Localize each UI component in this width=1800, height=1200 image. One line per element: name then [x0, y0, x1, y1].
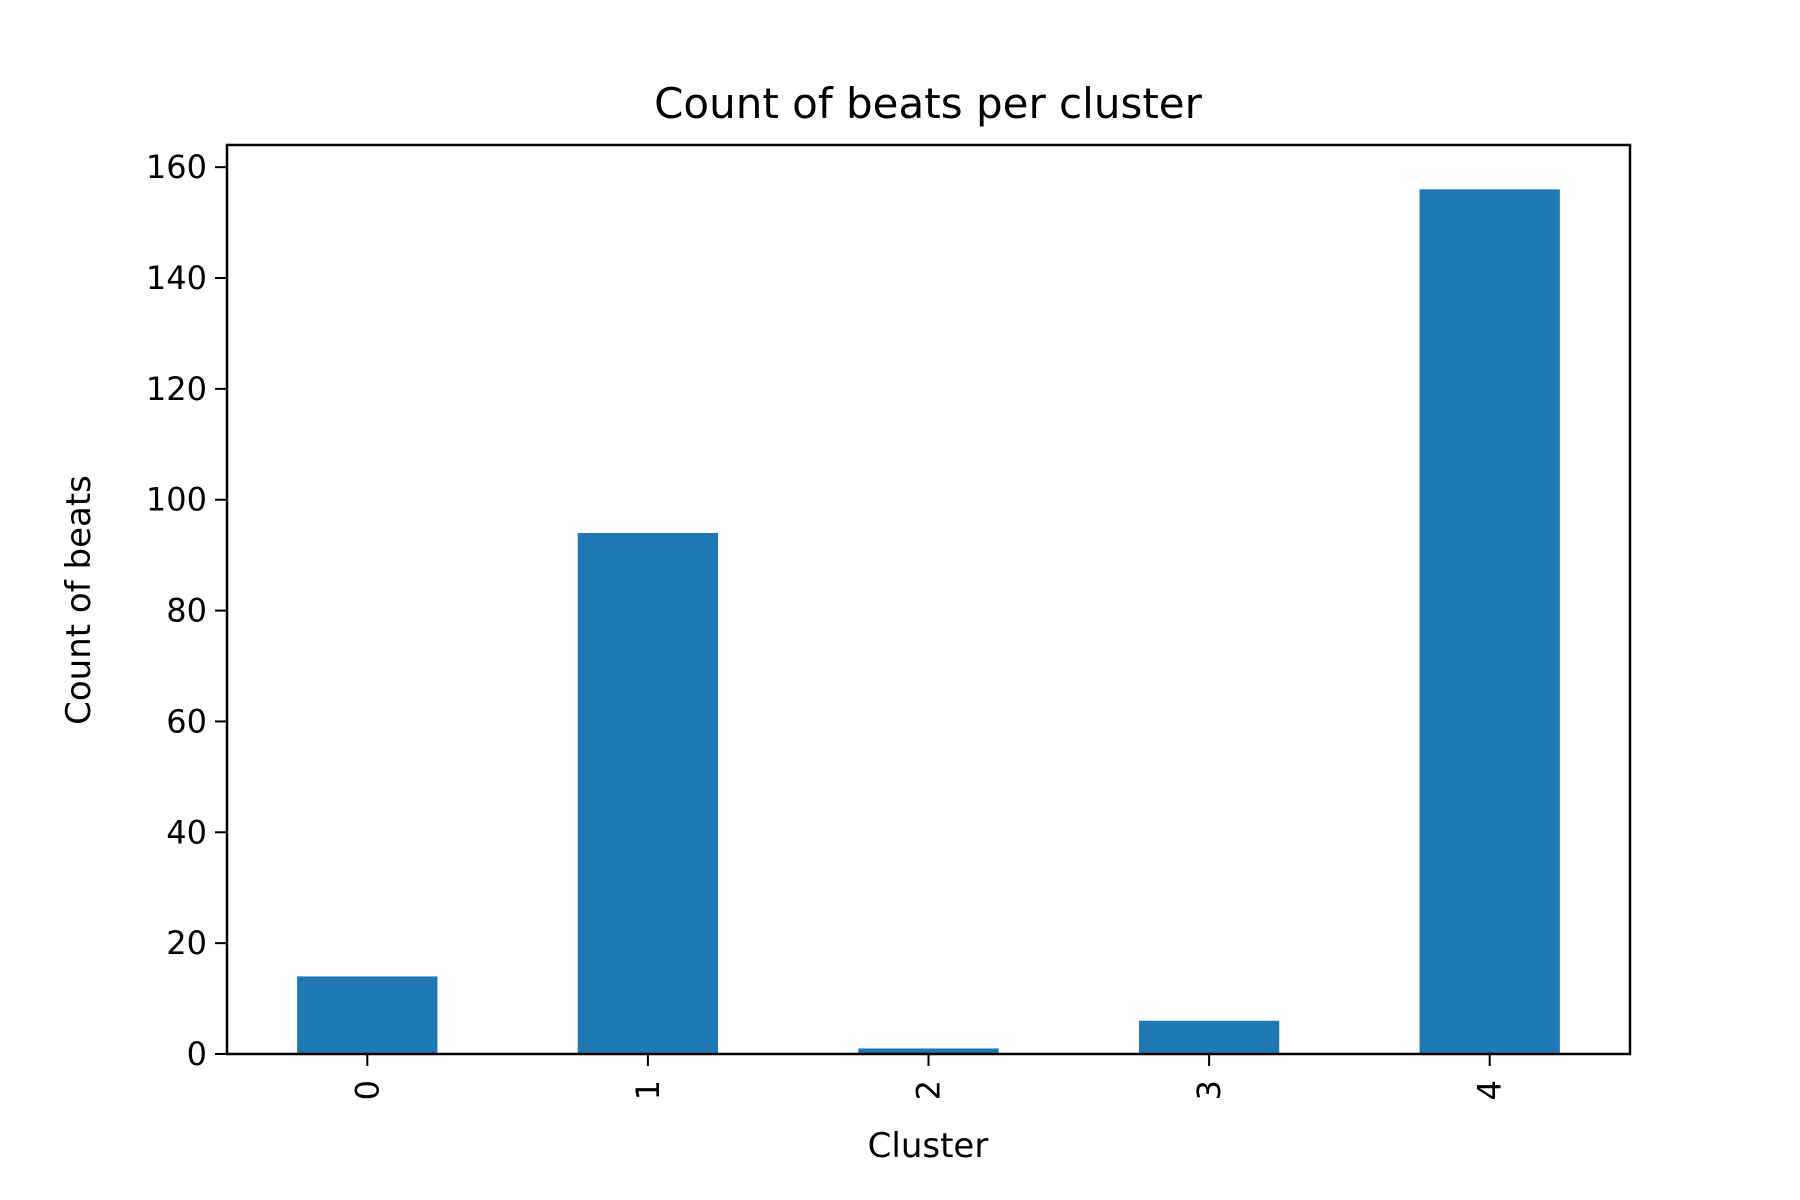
y-tick-label: 100 [146, 481, 207, 519]
x-tick-label: 2 [910, 1080, 948, 1100]
y-tick-label: 60 [166, 702, 207, 740]
bar-cluster-4 [1419, 189, 1560, 1055]
plot-frame [225, 143, 1632, 1056]
x-tick-label: 1 [629, 1080, 667, 1100]
x-tick-label: 4 [1471, 1080, 1509, 1100]
chart-title: Count of beats per cluster [654, 79, 1203, 128]
x-axis-ticks: 0 1 2 3 4 [348, 1054, 1509, 1100]
y-tick-label: 20 [166, 924, 207, 962]
x-axis-label: Cluster [868, 1126, 989, 1166]
bar-cluster-2 [858, 1048, 999, 1054]
y-tick-label: 160 [146, 148, 207, 186]
bar-cluster-1 [577, 532, 719, 1054]
y-tick-label: 80 [166, 592, 207, 630]
x-tick-label: 0 [348, 1080, 386, 1100]
bar-cluster-0 [297, 976, 438, 1054]
y-tick-label: 140 [146, 259, 207, 297]
y-tick-label: 120 [146, 370, 207, 408]
y-tick-label: 0 [187, 1035, 207, 1073]
bar-cluster-3 [1138, 1020, 1280, 1054]
x-tick-label: 3 [1190, 1080, 1228, 1100]
y-axis-label: Count of beats [59, 475, 99, 725]
y-tick-label: 40 [166, 813, 207, 851]
y-axis-ticks: 0 20 40 60 80 100 120 140 160 [146, 148, 227, 1073]
bars-group [297, 189, 1560, 1055]
